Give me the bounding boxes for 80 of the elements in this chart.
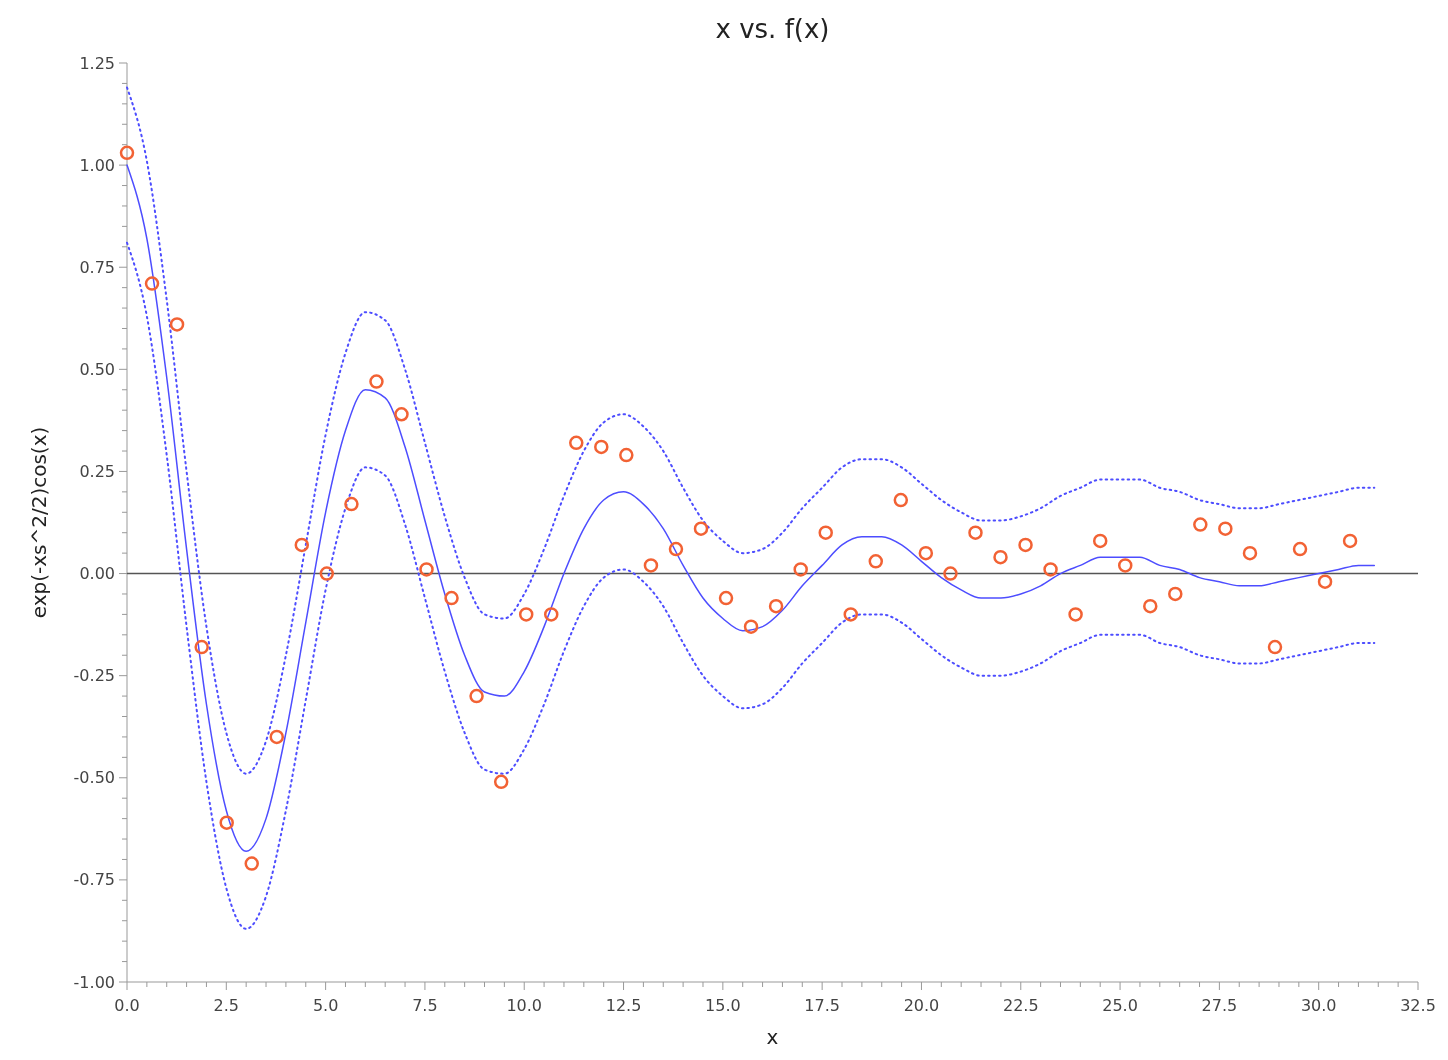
x-tick-label: 10.0: [506, 996, 543, 1015]
point: [1168, 586, 1183, 602]
y-tick-label: -0.50: [73, 768, 115, 788]
y-tick-label: 0.25: [79, 462, 115, 482]
point: [893, 492, 909, 508]
y-tick-label: 0.00: [79, 564, 115, 584]
y-tick-label: 0.75: [79, 257, 115, 277]
point: [943, 566, 958, 581]
point: [1117, 558, 1133, 573]
point: [419, 562, 434, 577]
y-tick-label: -1.00: [73, 972, 115, 992]
point: [1267, 639, 1283, 655]
point: [643, 558, 659, 573]
point: [1043, 562, 1058, 577]
point: [219, 815, 234, 830]
point: [793, 562, 808, 577]
point: [444, 590, 459, 606]
y-tick-label: -0.75: [73, 870, 115, 890]
point: [843, 607, 858, 622]
point: [518, 607, 534, 622]
chart-title: x vs. f(x): [715, 14, 830, 44]
x-tick-label: 5.0: [312, 996, 339, 1015]
point: [294, 537, 310, 553]
point: [543, 607, 559, 622]
point: [569, 435, 584, 451]
line-series: [126, 241, 1376, 930]
point: [619, 447, 634, 463]
point: [868, 554, 884, 569]
point: [369, 374, 384, 389]
point: [594, 439, 609, 455]
point: [244, 856, 259, 871]
point: [493, 774, 509, 790]
x-tick-label: 27.5: [1201, 996, 1238, 1015]
point: [1242, 545, 1258, 561]
point: [768, 598, 784, 614]
point: [169, 317, 185, 332]
x-tick-label: 2.5: [213, 996, 240, 1015]
point: [1092, 533, 1108, 549]
point: [269, 729, 285, 745]
x-tick-label: 15.0: [705, 996, 741, 1015]
x-tick-label: 17.5: [804, 996, 840, 1015]
x-tick-label: 22.5: [1002, 996, 1039, 1015]
line-series: [126, 164, 1376, 853]
point: [993, 549, 1008, 565]
x-tick-label: 12.5: [605, 996, 642, 1015]
point: [668, 541, 684, 557]
x-tick-label: 20.0: [903, 996, 940, 1015]
point: [918, 545, 934, 561]
point: [469, 688, 484, 704]
point: [394, 407, 409, 422]
point: [1143, 598, 1158, 614]
point: [693, 521, 709, 536]
point: [144, 276, 160, 291]
y-axis-title: exp(-xs^2/2)cos(x): [27, 426, 51, 619]
point: [743, 619, 759, 634]
y-tick-label: 1.00: [79, 155, 115, 175]
y-tick-label: 1.25: [79, 53, 115, 73]
y-tick-label: -0.25: [73, 666, 115, 686]
point: [1218, 521, 1233, 536]
point: [1193, 517, 1208, 532]
point: [1342, 533, 1358, 549]
line-series: [126, 86, 1376, 775]
x-axis-title: x: [766, 1025, 779, 1049]
x-tick-label: 7.5: [412, 996, 438, 1015]
point: [1317, 574, 1333, 589]
x-tick-label: 25.0: [1102, 996, 1138, 1015]
point: [194, 639, 209, 655]
y-tick-label: 0.50: [79, 359, 115, 379]
x-tick-label: 32.5: [1400, 996, 1436, 1015]
x-tick-label: 30.0: [1300, 996, 1337, 1015]
point: [119, 145, 135, 161]
point: [818, 525, 833, 540]
point: [718, 590, 734, 606]
point: [1292, 541, 1308, 557]
x-tick-label: 0.0: [114, 996, 140, 1015]
point: [319, 566, 335, 581]
point: [968, 525, 983, 540]
point: [1068, 607, 1083, 622]
point: [1018, 537, 1033, 553]
point: [344, 496, 359, 512]
